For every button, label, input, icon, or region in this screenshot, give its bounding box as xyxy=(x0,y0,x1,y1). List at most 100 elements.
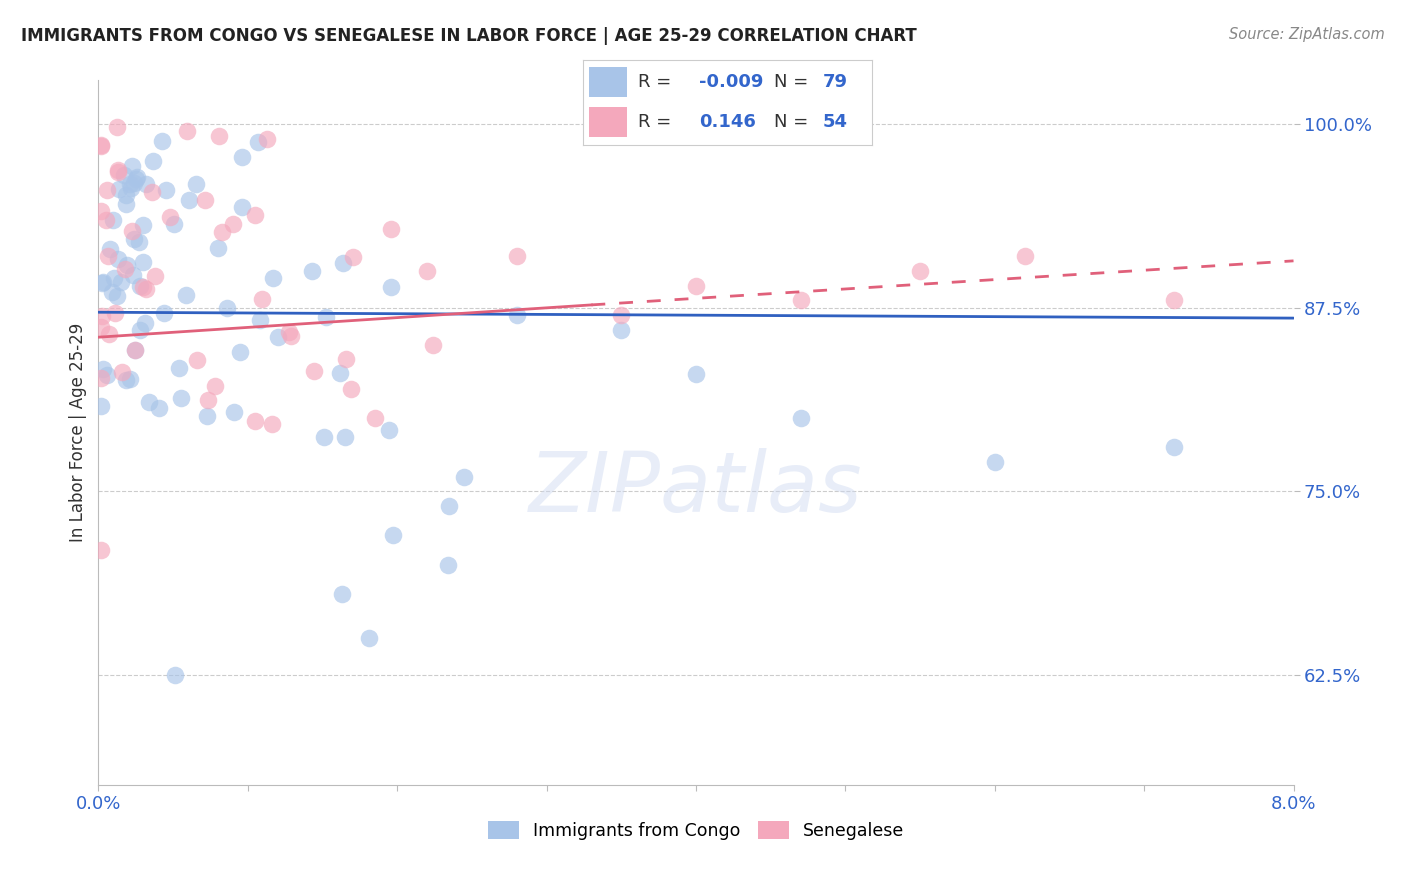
Point xyxy=(332,256,354,270)
Point xyxy=(134,316,156,330)
Point xyxy=(382,528,405,542)
Point xyxy=(91,275,114,289)
Point xyxy=(115,197,138,211)
Text: 54: 54 xyxy=(823,112,848,130)
Point xyxy=(364,411,387,425)
Point xyxy=(135,282,157,296)
Point xyxy=(163,218,186,232)
Point xyxy=(340,382,363,396)
Bar xyxy=(589,107,627,136)
Point xyxy=(1163,293,1185,308)
Point xyxy=(280,329,302,343)
Point xyxy=(148,401,170,415)
Legend: Immigrants from Congo, Senegalese: Immigrants from Congo, Senegalese xyxy=(481,814,911,847)
Point xyxy=(124,176,146,190)
Point xyxy=(222,217,245,231)
Point xyxy=(98,327,121,342)
Point xyxy=(333,430,356,444)
Point xyxy=(107,162,129,177)
Point xyxy=(96,368,118,382)
Point xyxy=(90,543,112,558)
Point xyxy=(122,268,145,283)
Point xyxy=(315,310,337,324)
Point xyxy=(207,241,229,255)
Point xyxy=(329,366,352,380)
Point xyxy=(301,264,323,278)
Point xyxy=(610,308,633,322)
Point xyxy=(124,343,146,357)
Point xyxy=(90,371,112,385)
Point xyxy=(103,271,125,285)
Point xyxy=(127,169,149,184)
Point xyxy=(105,289,128,303)
Text: N =: N = xyxy=(773,73,808,91)
Point xyxy=(439,499,461,513)
Point xyxy=(132,280,155,294)
Point xyxy=(243,414,266,428)
Point xyxy=(114,262,136,277)
Text: R =: R = xyxy=(638,73,672,91)
Point xyxy=(184,177,207,191)
Point xyxy=(107,252,129,266)
Bar xyxy=(589,68,627,97)
Point xyxy=(342,251,364,265)
Point xyxy=(302,363,325,377)
Point xyxy=(176,124,198,138)
Point xyxy=(114,187,136,202)
Point xyxy=(141,185,163,199)
Point xyxy=(152,135,174,149)
Point xyxy=(378,423,401,437)
Point xyxy=(138,394,160,409)
Point xyxy=(121,224,143,238)
Point xyxy=(193,194,215,208)
Point xyxy=(211,225,233,239)
Point xyxy=(243,208,266,222)
Point xyxy=(277,325,299,339)
Point xyxy=(231,150,253,164)
Point xyxy=(256,131,278,145)
Point xyxy=(247,135,270,149)
Text: R =: R = xyxy=(638,112,672,130)
Point xyxy=(97,249,120,263)
Point xyxy=(120,372,142,386)
Point xyxy=(124,343,146,358)
Point xyxy=(120,181,142,195)
Point xyxy=(330,587,353,601)
Point xyxy=(98,242,121,256)
Point xyxy=(128,279,150,293)
Point xyxy=(90,320,112,334)
Point xyxy=(159,210,181,224)
Point xyxy=(120,177,142,191)
Point xyxy=(357,631,380,645)
Point xyxy=(260,417,283,432)
Point xyxy=(143,269,166,284)
Point xyxy=(128,235,150,249)
Point xyxy=(90,138,112,153)
Point xyxy=(1014,250,1036,264)
Text: ZIPatlas: ZIPatlas xyxy=(529,449,863,530)
Point xyxy=(314,430,336,444)
Text: Source: ZipAtlas.com: Source: ZipAtlas.com xyxy=(1229,27,1385,42)
Point xyxy=(167,361,190,376)
Point xyxy=(94,213,117,227)
Point xyxy=(1163,440,1185,454)
Point xyxy=(101,212,124,227)
Point xyxy=(170,391,193,405)
Point xyxy=(129,323,152,337)
Point xyxy=(685,278,707,293)
Point xyxy=(195,409,218,423)
Point xyxy=(984,455,1007,469)
Point xyxy=(124,232,146,246)
Point xyxy=(153,306,176,320)
Point xyxy=(207,129,229,144)
Point xyxy=(91,309,114,323)
Text: -0.009: -0.009 xyxy=(699,73,763,91)
Point xyxy=(115,373,138,387)
Point xyxy=(908,264,931,278)
Point xyxy=(131,218,153,232)
Point xyxy=(111,365,134,379)
Text: N =: N = xyxy=(773,112,808,130)
Point xyxy=(114,168,136,182)
Point xyxy=(91,276,114,290)
Point xyxy=(91,362,114,376)
